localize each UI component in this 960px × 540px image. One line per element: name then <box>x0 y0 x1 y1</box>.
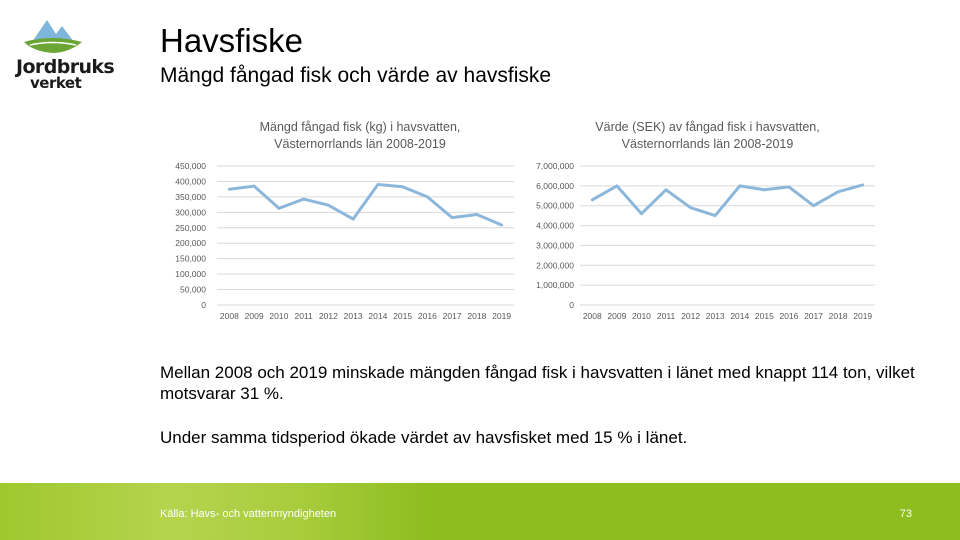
chart1-ytick-label: 200,000 <box>175 238 206 248</box>
chart2-xtick-label: 2008 <box>583 311 602 321</box>
chart2-data-point <box>640 212 643 215</box>
chart2-data-point <box>861 183 865 187</box>
chart1-xtick-label: 2014 <box>368 311 387 321</box>
chart2-xtick-label: 2014 <box>730 311 749 321</box>
chart1-title-line2: Västernorrlands län 2008-2019 <box>274 137 446 151</box>
chart2-ytick-label: 5,000,000 <box>536 201 574 211</box>
chart1-title-line1: Mängd fångad fisk (kg) i havsvatten, <box>259 120 461 134</box>
chart1-ytick-label: 150,000 <box>175 254 206 264</box>
chart2-xtick-label: 2009 <box>607 311 626 321</box>
chart2-data-point <box>738 184 742 188</box>
chart2-data-point <box>763 188 766 192</box>
chart1-data-point <box>376 183 380 186</box>
chart2-ytick-label: 0 <box>569 300 574 310</box>
chart2-data-point <box>689 206 692 209</box>
paragraph-value-increase: Under samma tidsperiod ökade värdet av h… <box>160 428 688 447</box>
chart2-ytick-label: 2,000,000 <box>536 260 574 270</box>
chart1-data-point <box>450 216 454 219</box>
footer-gradient <box>0 483 430 540</box>
chart1-ytick-label: 400,000 <box>175 176 206 186</box>
chart2-data-point <box>812 204 815 208</box>
chart1-data-point <box>426 195 429 199</box>
source-note: Källa: Havs- och vattenmyndigheten <box>160 508 337 520</box>
chart1-xtick-label: 2016 <box>418 311 437 321</box>
chart1-xtick-label: 2013 <box>344 311 363 321</box>
logo-text-line1: Jordbruks <box>16 56 115 78</box>
chart2-xtick-label: 2013 <box>706 311 725 321</box>
footer-bar: Källa: Havs- och vattenmyndigheten 73 <box>0 483 960 540</box>
chart1-xtick-label: 2011 <box>294 311 313 321</box>
chart1-data-point <box>475 213 479 216</box>
chart2-data-point <box>836 190 840 194</box>
chart2-xtick-label: 2011 <box>657 311 676 321</box>
chart2-title-line2: Västernorrlands län 2008-2019 <box>621 137 794 151</box>
chart2-title: Värde (SEK) av fångad fisk i havsvatten,… <box>560 119 855 153</box>
chart2-series-line <box>590 183 865 218</box>
chart2-data-point <box>787 185 791 189</box>
chart2-data-point <box>590 198 594 202</box>
chart2-title-line1: Värde (SEK) av fångad fisk i havsvatten, <box>595 120 820 134</box>
logo-text-line2: verket <box>30 74 82 92</box>
chart1-ytick-label: 300,000 <box>175 207 206 217</box>
chart1-data-point <box>302 197 305 201</box>
chart2-ytick-label: 3,000,000 <box>536 240 574 250</box>
page-number: 73 <box>899 508 912 520</box>
chart1-xtick-label: 2012 <box>319 311 338 321</box>
chart1-ytick-label: 50,000 <box>180 285 206 295</box>
chart1-ytick-label: 450,000 <box>175 161 206 171</box>
chart1-title: Mängd fångad fisk (kg) i havsvatten, Väs… <box>205 119 515 153</box>
chart1-xtick-label: 2010 <box>269 311 288 321</box>
chart2-xtick-label: 2018 <box>829 311 848 321</box>
chart1-data-point <box>277 207 281 210</box>
chart2-ytick-label: 7,000,000 <box>536 161 574 171</box>
logo-emblem-icon <box>24 20 82 53</box>
chart2-xtick-label: 2017 <box>804 311 823 321</box>
page-subtitle: Mängd fångad fisk och värde av havsfiske <box>160 64 552 87</box>
chart1-xtick-label: 2009 <box>245 311 264 321</box>
page-title: Havsfiske <box>160 22 304 59</box>
chart2-xtick-label: 2012 <box>681 311 700 321</box>
chart1-data-point <box>401 185 404 188</box>
chart2-ytick-label: 6,000,000 <box>536 181 574 191</box>
chart1-ytick-label: 350,000 <box>175 192 206 202</box>
chart1-series-line <box>227 183 504 227</box>
chart1-ytick-label: 0 <box>201 300 206 310</box>
chart1-data-point <box>351 217 355 221</box>
jordbruksverket-logo: Jordbruks verket <box>12 12 115 92</box>
chart1-data-point <box>327 203 330 207</box>
chart2-xtick-label: 2015 <box>755 311 774 321</box>
chart1-xtick-label: 2015 <box>393 311 412 321</box>
chart1-data-point <box>228 187 231 191</box>
chart1-xtick-label: 2018 <box>467 311 486 321</box>
chart1-xtick-label: 2017 <box>443 311 462 321</box>
chart1-ytick-label: 100,000 <box>175 269 206 279</box>
chart2-xtick-label: 2016 <box>779 311 798 321</box>
chart2-xtick-label: 2019 <box>853 311 872 321</box>
chart2-xtick-label: 2010 <box>632 311 651 321</box>
chart2-ytick-label: 1,000,000 <box>536 280 574 290</box>
chart1-xtick-label: 2008 <box>220 311 239 321</box>
chart1-ytick-label: 250,000 <box>175 223 206 233</box>
chart2-ytick-label: 4,000,000 <box>536 221 574 231</box>
chart1-xtick-label: 2019 <box>492 311 511 321</box>
chart2-data-point <box>664 188 668 192</box>
chart2-data-point <box>615 184 619 188</box>
chart2-data-point <box>713 214 717 217</box>
chart1-data-point <box>252 184 256 188</box>
paragraph-quantity-decrease: Mellan 2008 och 2019 minskade mängden få… <box>160 363 915 403</box>
chart1-data-point <box>500 223 503 227</box>
